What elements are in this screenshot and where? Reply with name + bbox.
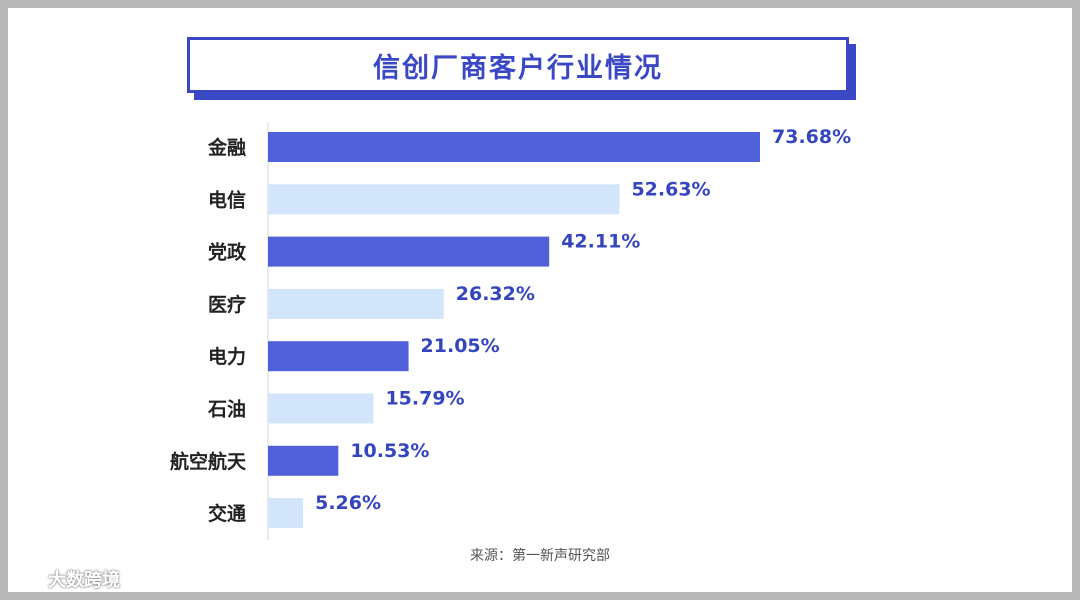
bar-5 <box>268 341 409 372</box>
watermark-text: 大数跨境 <box>48 570 120 591</box>
value-label: 26.32% <box>456 283 535 305</box>
value-label: 73.68% <box>772 126 851 148</box>
value-label: 21.05% <box>421 335 500 357</box>
category-label: 交通 <box>208 502 247 525</box>
value-label: 52.63% <box>631 178 710 200</box>
value-label: 10.53% <box>350 440 429 462</box>
chart-title: 信创厂商客户行业情况 <box>373 52 663 84</box>
category-label: 石油 <box>207 399 246 421</box>
bar-4 <box>268 288 444 319</box>
bar-6 <box>268 393 374 424</box>
bar-1 <box>268 132 760 162</box>
category-label: 党政 <box>208 241 247 264</box>
value-label: 42.11% <box>561 231 640 253</box>
value-label: 15.79% <box>385 388 464 410</box>
value-label: 5.26% <box>315 492 381 514</box>
bar-3 <box>268 236 550 267</box>
bar-8 <box>268 498 304 529</box>
category-label: 航空航天 <box>170 450 247 473</box>
source-note: 来源：第一新声研究部 <box>470 548 610 564</box>
watermark-logo-icon <box>10 571 42 587</box>
watermark: 大数跨境 <box>10 566 120 592</box>
category-label: 电力 <box>208 345 246 368</box>
category-label: 电信 <box>208 188 246 211</box>
chart-frame <box>8 8 1072 592</box>
category-label: 医疗 <box>208 293 246 316</box>
chart-title-box: 信创厂商客户行业情况 <box>187 37 849 93</box>
bars-group: 金融 73.68% 电信 52.63% 党政 42.11% 医疗 26.32% 电力 21.05%… <box>170 126 851 529</box>
bar-2 <box>268 184 620 215</box>
bar-7 <box>268 445 339 476</box>
category-label: 金融 <box>207 136 246 159</box>
